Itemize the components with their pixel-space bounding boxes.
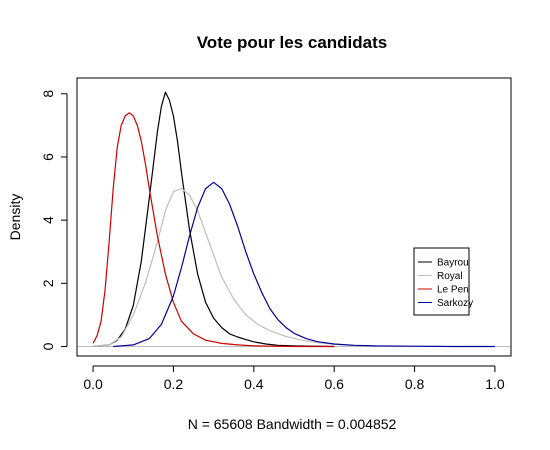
x-axis-label: N = 65608 Bandwidth = 0.004852 [188, 416, 397, 432]
legend-box [413, 247, 470, 316]
y-tick-label: 2 [40, 279, 56, 287]
chart-title: Vote pour les candidats [197, 33, 388, 52]
plot-frame [76, 77, 512, 357]
x-tick-label: 1.0 [485, 376, 505, 392]
x-tick-label: 0.2 [164, 376, 184, 392]
series-line-royal [93, 188, 375, 348]
x-tick-label: 0.6 [324, 376, 344, 392]
legend: Bayrou Royal Le Pen Sarkozy [413, 247, 473, 316]
series-line-bayrou [93, 91, 335, 348]
series-layer [92, 91, 495, 348]
y-axis-label: Density [7, 194, 23, 241]
legend-entry-label: Royal [437, 271, 463, 282]
legend-entry-label: Le Pen [437, 285, 469, 296]
x-tick-label: 0.8 [405, 376, 425, 392]
y-tick-label: 0 [40, 342, 56, 350]
x-axis: 0.0 0.2 0.4 0.6 0.8 1.0 [83, 365, 505, 392]
x-tick-label: 0.0 [83, 376, 103, 392]
y-tick-label: 8 [40, 90, 56, 98]
y-tick-label: 6 [40, 153, 56, 161]
series-line-le-pen [92, 112, 335, 348]
y-tick-label: 4 [40, 216, 56, 224]
series-line-sarkozy [113, 181, 495, 348]
y-axis: 0 2 4 6 8 [40, 90, 68, 350]
x-tick-label: 0.4 [244, 376, 264, 392]
legend-entry-label: Bayrou [437, 258, 469, 269]
legend-entry-label: Sarkozy [437, 298, 473, 309]
